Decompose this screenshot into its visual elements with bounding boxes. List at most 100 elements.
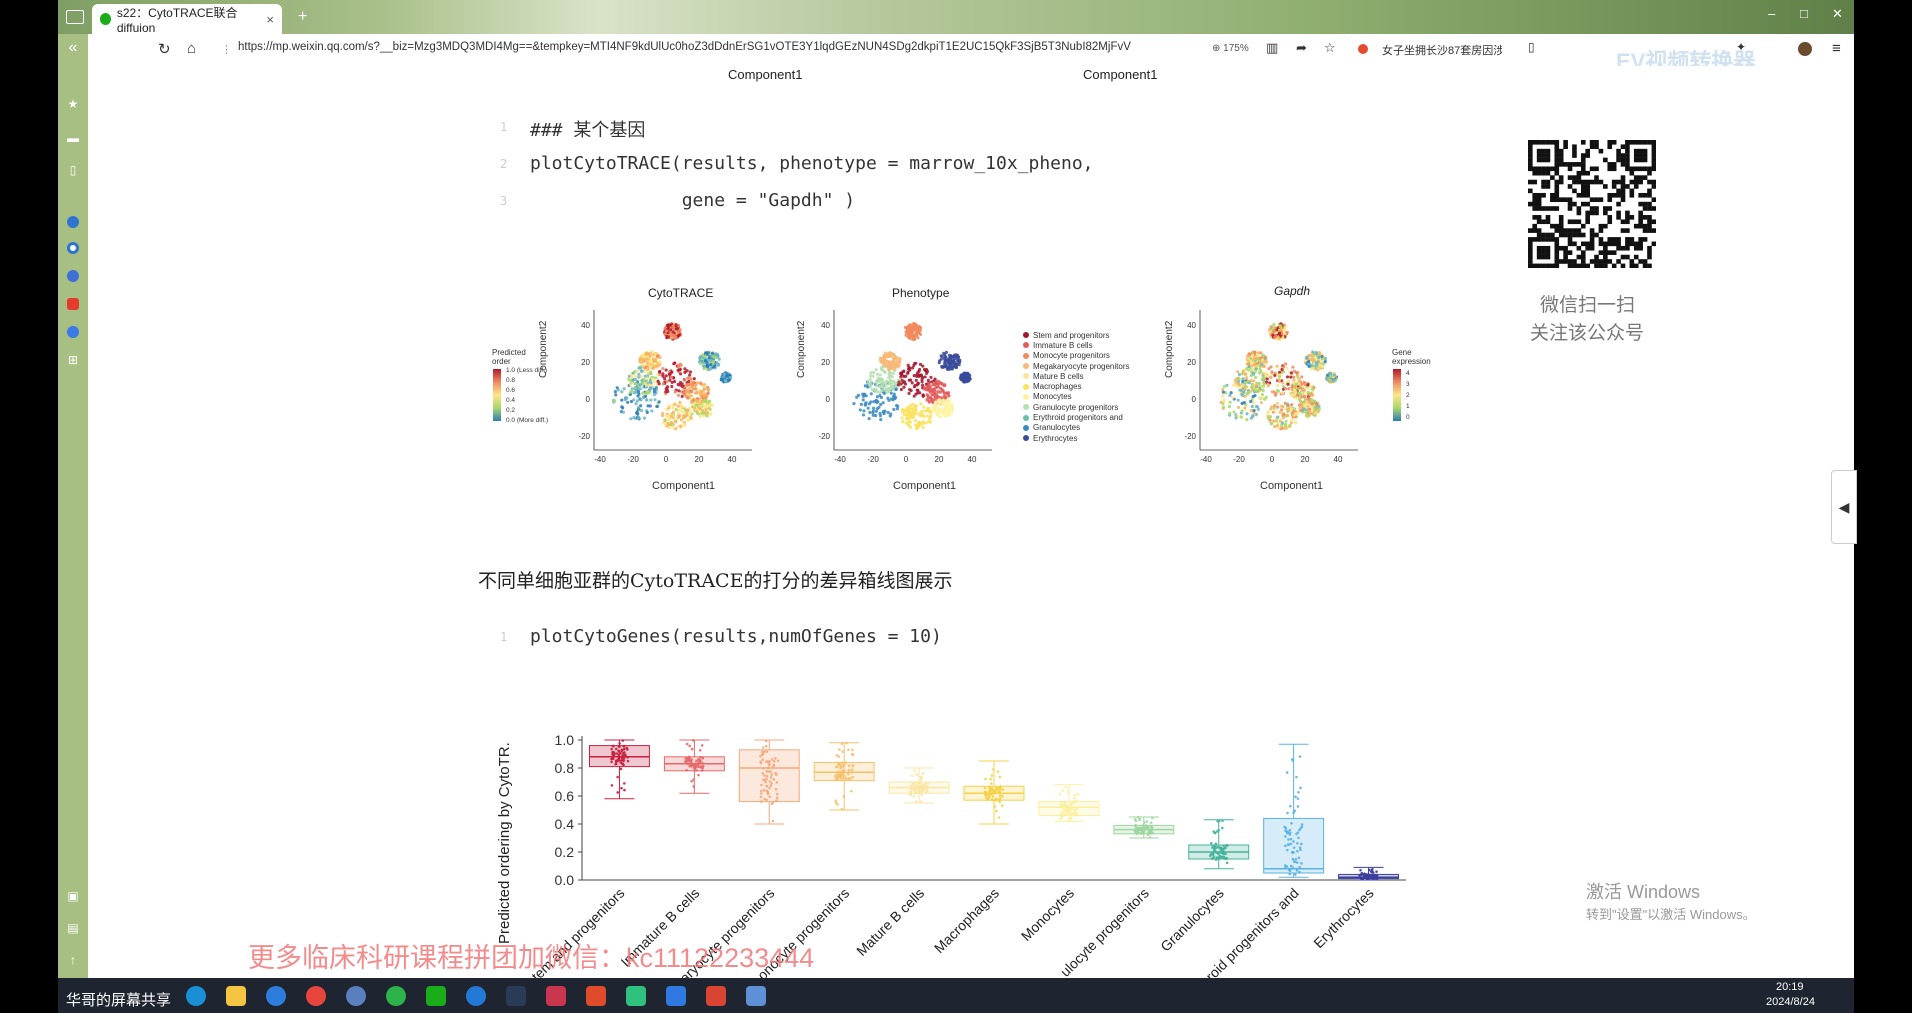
- bookmark-star-icon[interactable]: ☆: [1324, 40, 1336, 55]
- collapse-sidebar-icon[interactable]: «: [68, 39, 78, 56]
- cell-point: [950, 404, 954, 408]
- activate-windows-sub: 转到"设置"以激活 Windows。: [1586, 907, 1756, 922]
- tab-close-icon[interactable]: ×: [266, 11, 274, 27]
- jitter-point: [1290, 758, 1294, 761]
- app-icon-blue[interactable]: [67, 216, 79, 228]
- cell-point: [1240, 401, 1244, 405]
- mobile-icon[interactable]: ▯: [1528, 40, 1535, 54]
- workspace-icon[interactable]: [66, 10, 84, 24]
- cell-point: [902, 412, 906, 417]
- r-icon[interactable]: [346, 986, 366, 1006]
- home-icon[interactable]: ⌂: [187, 40, 197, 57]
- zoom-indicator[interactable]: ⊕ 175%: [1212, 43, 1249, 54]
- favorites-star-icon[interactable]: ★: [67, 97, 79, 111]
- avatar[interactable]: [1798, 42, 1812, 56]
- cell-point: [680, 394, 684, 398]
- cell-point: [708, 362, 713, 366]
- cell-point: [695, 411, 699, 415]
- url-input[interactable]: https://mp.weixin.qq.com/s?__biz=Mzg3MDQ…: [238, 41, 1131, 53]
- k-app-icon[interactable]: [466, 986, 486, 1006]
- cell-point: [1297, 403, 1302, 407]
- close-window-button[interactable]: ✕: [1832, 6, 1843, 21]
- search-engine-icon[interactable]: [1358, 44, 1368, 54]
- cell-point: [1301, 408, 1305, 412]
- cell-point: [1260, 386, 1264, 390]
- y-tick-label: 40: [821, 321, 830, 330]
- hot-search-text[interactable]: 女子坐拥长沙87套房因涉: [1382, 45, 1502, 57]
- cell-point: [637, 405, 641, 409]
- wechat-app-icon-2[interactable]: [426, 986, 446, 1006]
- browser-tab[interactable]: s22：CytoTRACE联合diffuion ×: [92, 4, 282, 35]
- cell-point: [1325, 376, 1329, 380]
- terminal-icon[interactable]: [506, 986, 526, 1006]
- zoom-icon: ⊕: [1212, 43, 1221, 54]
- file-explorer-icon[interactable]: [226, 986, 246, 1006]
- cell-point: [643, 374, 647, 378]
- cell-point: [1289, 418, 1293, 422]
- cell-point: [1316, 410, 1320, 414]
- menu-icon[interactable]: ≡: [1832, 40, 1841, 57]
- app-icon-chrome[interactable]: [67, 242, 79, 254]
- edge-icon[interactable]: [186, 986, 206, 1006]
- screen-app-icon[interactable]: [626, 986, 646, 1006]
- code1-line-1: ### 某个基因: [530, 120, 646, 141]
- code1-line-3: gene = "Gapdh" ): [530, 190, 856, 211]
- wps-icon-2[interactable]: [706, 986, 726, 1006]
- upload-icon[interactable]: ↑: [70, 953, 76, 967]
- cell-point: [671, 406, 675, 410]
- reader-mode-icon[interactable]: ▥: [1266, 40, 1279, 55]
- cell-point: [723, 379, 728, 383]
- cell-point: [893, 381, 897, 385]
- app-icon-red[interactable]: [67, 298, 79, 310]
- jitter-point: [838, 770, 841, 774]
- cell-point: [934, 400, 938, 404]
- jitter-point: [847, 764, 851, 768]
- legend-item: Monocytes: [1023, 392, 1130, 402]
- share-icon[interactable]: ➦: [1296, 40, 1307, 55]
- maximize-button[interactable]: □: [1800, 6, 1808, 21]
- cell-point: [937, 414, 941, 418]
- new-tab-button[interactable]: +: [298, 8, 308, 25]
- cell-point: [910, 412, 914, 416]
- jitter-point: [914, 785, 918, 788]
- browser-sidebar: [58, 34, 88, 978]
- extensions-icon[interactable]: ✦: [1736, 40, 1747, 54]
- cell-point: [1277, 331, 1282, 335]
- jitter-point: [698, 755, 702, 759]
- sidebar-bottom-icon-1[interactable]: ▣: [67, 889, 79, 903]
- cell-point: [1246, 391, 1250, 395]
- folder-icon[interactable]: ▬: [67, 131, 79, 145]
- jitter-point: [1068, 808, 1072, 812]
- notes-app-icon[interactable]: [746, 986, 766, 1006]
- legend-swatch: [1023, 342, 1029, 349]
- phone-icon[interactable]: ▯: [69, 163, 77, 177]
- cell-point: [1229, 391, 1233, 395]
- jitter-point: [1287, 838, 1290, 841]
- trash-icon[interactable]: ▤: [67, 921, 79, 935]
- jitter-point: [1071, 812, 1075, 815]
- wps-icon[interactable]: [586, 986, 606, 1006]
- cell-point: [1243, 387, 1247, 391]
- add-app-icon[interactable]: ⊞: [67, 353, 79, 367]
- reload-icon[interactable]: ↻: [158, 41, 171, 58]
- search-app-icon[interactable]: [266, 986, 286, 1006]
- jitter-point: [1368, 868, 1371, 872]
- chrome-icon[interactable]: [306, 986, 326, 1006]
- jitter-point: [774, 771, 777, 775]
- minimize-button[interactable]: –: [1768, 6, 1776, 21]
- cell-point: [656, 364, 660, 368]
- side-panel-toggle[interactable]: ◀: [1831, 470, 1857, 544]
- jitter-point: [621, 762, 625, 765]
- jitter-point: [992, 768, 995, 771]
- cell-point: [703, 354, 708, 359]
- tool-app-icon[interactable]: [546, 986, 566, 1006]
- app-icon-clock[interactable]: [67, 326, 79, 338]
- cell-point: [907, 326, 911, 330]
- photo-app-icon[interactable]: [666, 986, 686, 1006]
- cell-point: [646, 376, 650, 380]
- cell-point: [673, 390, 677, 394]
- wechat-app-icon[interactable]: [386, 986, 406, 1006]
- cell-point: [901, 419, 905, 424]
- cell-point: [1277, 336, 1281, 340]
- app-icon-bird[interactable]: [67, 270, 79, 282]
